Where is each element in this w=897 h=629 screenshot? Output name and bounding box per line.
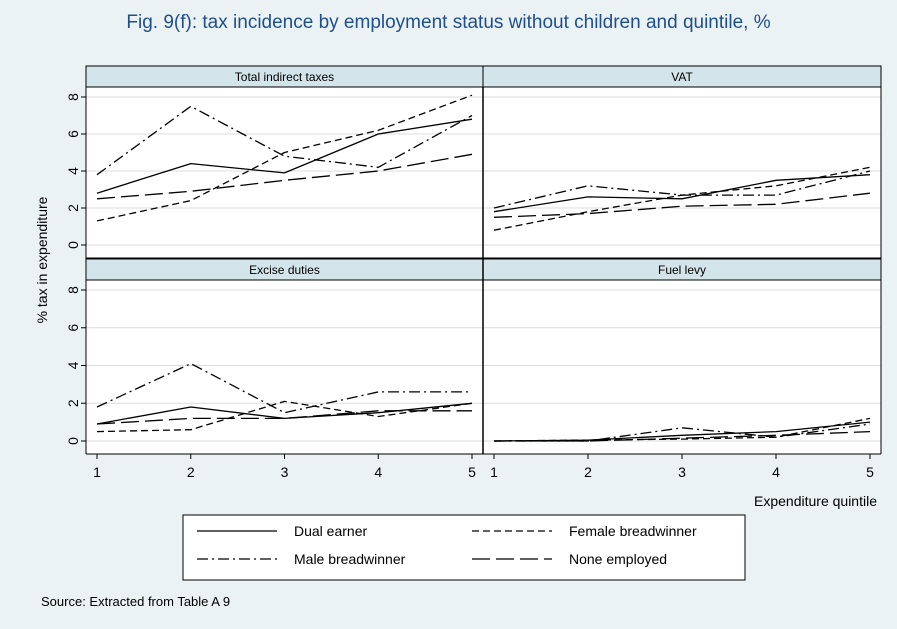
y-axis-title: % tax in expenditure <box>34 196 50 323</box>
panel-2: Excise duties 0 2 4 6 8 1 2 3 4 5 <box>65 258 484 480</box>
series-line-dual-earner <box>96 118 473 194</box>
x-tick-label: 5 <box>866 464 874 480</box>
panel-3: Fuel levy 1 2 3 4 5 <box>482 258 882 480</box>
y-tick-label: 6 <box>65 324 81 332</box>
series-line-dual-earner <box>493 174 871 213</box>
series-line-male-breadwinner <box>493 170 871 209</box>
legend-label: None employed <box>569 551 667 567</box>
y-tick-label: 4 <box>65 361 81 369</box>
chart-title: Fig. 9(f): tax incidence by employment s… <box>126 12 771 33</box>
series-line-male-breadwinner <box>494 423 871 442</box>
series-line-male-breadwinner <box>96 105 473 176</box>
legend-label: Dual earner <box>294 523 367 539</box>
x-tick-label: 1 <box>490 464 498 480</box>
x-tick-label: 3 <box>678 464 686 480</box>
series-line-female-breadwinner <box>96 94 473 222</box>
y-tick-label: 0 <box>65 241 81 249</box>
panel-title: Total indirect taxes <box>235 70 334 84</box>
series-line-none-employed <box>96 153 473 200</box>
x-tick-label: 4 <box>772 464 780 480</box>
x-tick-label: 5 <box>468 464 476 480</box>
legend-label: Female breadwinner <box>569 523 697 539</box>
x-axis-title: Expenditure quintile <box>754 493 877 509</box>
x-tick-label: 4 <box>374 464 382 480</box>
panel-title: Excise duties <box>249 263 320 277</box>
legend-label: Male breadwinner <box>294 551 406 567</box>
legend: Dual earner Female breadwinner Male breadw… <box>182 514 746 581</box>
y-tick-label: 6 <box>65 130 81 138</box>
y-tick-label: 4 <box>65 167 81 175</box>
y-tick-label: 2 <box>65 399 81 407</box>
x-tick-label: 1 <box>93 464 101 480</box>
series-line-none-employed <box>493 192 871 218</box>
x-tick-label: 2 <box>584 464 592 480</box>
x-tick-label: 3 <box>281 464 289 480</box>
series-line-dual-earner <box>96 402 473 425</box>
y-tick-label: 8 <box>65 286 81 294</box>
y-tick-label: 0 <box>65 437 81 445</box>
legend-box <box>182 514 746 581</box>
panel-0: Total indirect taxes 0 2 4 6 8 <box>65 65 484 249</box>
series-line-none-employed <box>96 410 472 425</box>
panel-title: Fuel levy <box>658 263 706 277</box>
y-tick-label: 8 <box>65 93 81 101</box>
panel-title: VAT <box>671 70 693 84</box>
y-tick-label: 2 <box>65 204 81 212</box>
source-note: Source: Extracted from Table A 9 <box>41 594 231 609</box>
panel-1: VAT <box>482 65 882 246</box>
series-line-female-breadwinner <box>493 417 871 442</box>
x-tick-label: 2 <box>187 464 195 480</box>
series-line-female-breadwinner <box>96 400 473 433</box>
series-line-none-employed <box>494 430 871 442</box>
series-line-male-breadwinner <box>96 362 472 414</box>
